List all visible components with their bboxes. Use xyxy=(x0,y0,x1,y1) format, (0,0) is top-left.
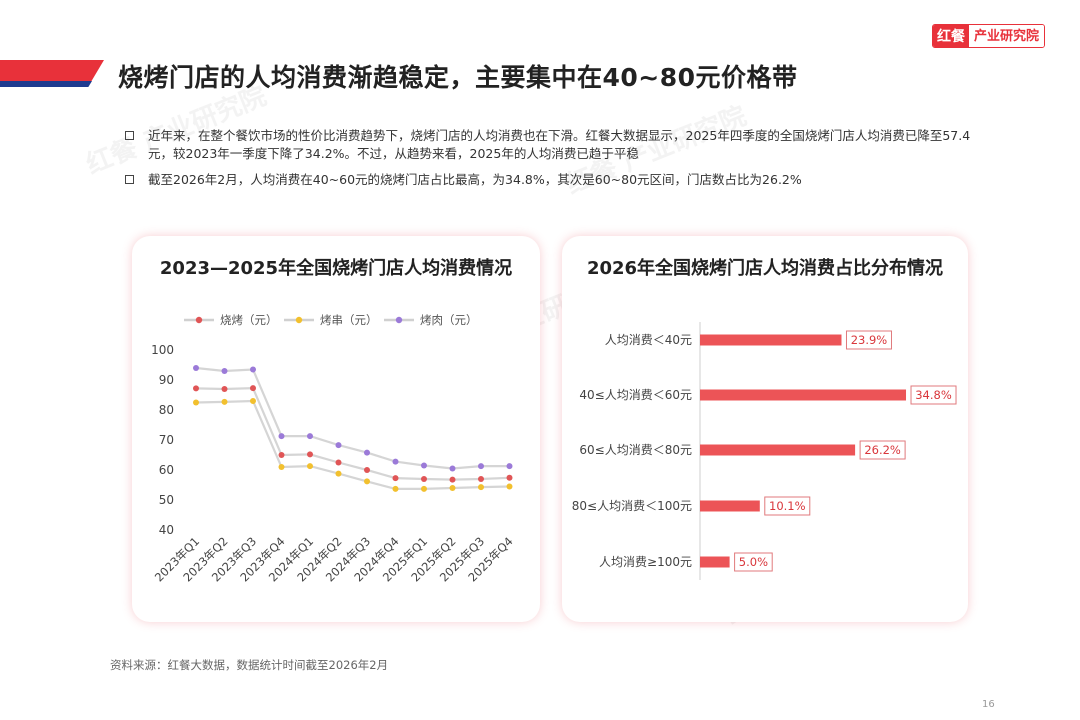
category-label: 60≤人均消费＜80元 xyxy=(579,443,692,457)
data-point xyxy=(364,478,370,485)
page-title: 烧烤门店的人均消费渐趋稳定，主要集中在40~80元价格带 xyxy=(118,63,798,92)
bar xyxy=(700,556,730,568)
data-point xyxy=(278,464,285,470)
bullet-list: 近年来，在整个餐饮市场的性价比消费趋势下，烧烤门店的人均消费也在下滑。红餐大数据… xyxy=(124,127,974,197)
value-label-box xyxy=(859,440,906,460)
legend-label: 烧烤（元） xyxy=(220,313,278,327)
category-label: 40≤人均消费＜60元 xyxy=(579,388,692,402)
bar xyxy=(700,334,842,346)
data-point xyxy=(506,474,513,481)
header-banner-blue xyxy=(0,81,92,87)
data-point xyxy=(421,476,427,482)
legend-label: 烤串（元） xyxy=(320,313,378,327)
bullet-text: 截至2026年2月，人均消费在40~60元的烧烤门店占比最高，为34.8%，其次… xyxy=(148,172,802,187)
category-label: 80≤人均消费＜100元 xyxy=(572,499,692,513)
data-point xyxy=(364,467,370,473)
data-point xyxy=(335,442,342,449)
legend-marker xyxy=(395,316,403,324)
data-point xyxy=(307,433,313,440)
data-point xyxy=(449,465,456,472)
legend-marker xyxy=(195,316,203,324)
data-point xyxy=(449,476,456,483)
logo-text: 产业研究院 xyxy=(969,25,1045,47)
data-point xyxy=(364,449,370,456)
y-tick-label: 90 xyxy=(159,373,174,387)
bar xyxy=(700,444,856,456)
data-point xyxy=(335,470,342,477)
y-tick-label: 70 xyxy=(159,433,174,447)
brand-logo: 红餐 产业研究院 xyxy=(932,24,1046,48)
data-point xyxy=(478,463,484,470)
data-point xyxy=(421,485,427,492)
data-point xyxy=(392,485,399,492)
header-banner-red xyxy=(0,60,104,81)
bar-chart-title: 2026年全国烧烤门店人均消费占比分布情况 xyxy=(586,258,944,279)
value-label: 26.2% xyxy=(864,443,901,457)
bullet-item: 近年来，在整个餐饮市场的性价比消费趋势下，烧烤门店的人均消费也在下滑。红餐大数据… xyxy=(124,127,974,163)
data-point xyxy=(221,386,228,392)
value-label: 23.9% xyxy=(851,333,888,347)
data-point xyxy=(221,398,228,405)
data-point xyxy=(392,458,399,465)
data-point xyxy=(250,398,256,404)
square-bullet-icon xyxy=(125,175,134,184)
data-point xyxy=(250,366,256,373)
value-label: 5.0% xyxy=(739,555,768,569)
series-line xyxy=(195,399,510,490)
value-label: 34.8% xyxy=(915,388,952,402)
bar xyxy=(700,389,907,401)
bar-chart: 人均消费＜40元 23.9% 40≤人均消费＜60元 34.8% 60≤人均消费＜80元… xyxy=(572,322,957,580)
logo-mark: 红餐 xyxy=(933,25,969,47)
data-point xyxy=(307,463,313,470)
y-tick-label: 40 xyxy=(159,523,174,537)
y-tick-label: 80 xyxy=(159,403,174,417)
series-line xyxy=(195,366,510,470)
legend-marker xyxy=(295,316,303,324)
y-tick-label: 60 xyxy=(159,463,174,477)
data-point xyxy=(250,385,256,392)
category-label: 人均消费≥100元 xyxy=(599,555,692,569)
data-point xyxy=(421,462,427,469)
value-label-box xyxy=(845,330,892,350)
data-point xyxy=(478,476,484,482)
data-point xyxy=(449,485,456,491)
data-point xyxy=(335,459,342,466)
data-point xyxy=(506,463,513,470)
series-line xyxy=(195,386,510,481)
data-point xyxy=(478,484,484,491)
data-point xyxy=(221,368,228,374)
data-point xyxy=(278,433,285,440)
data-point xyxy=(307,451,313,458)
data-point xyxy=(193,365,199,371)
category-label: 人均消费＜40元 xyxy=(605,333,692,347)
y-tick-label: 50 xyxy=(159,493,174,507)
bar xyxy=(700,500,760,512)
value-label-box xyxy=(910,385,957,405)
square-bullet-icon xyxy=(125,131,134,140)
data-point xyxy=(506,483,513,490)
value-label: 10.1% xyxy=(769,499,806,513)
bullet-item: 截至2026年2月，人均消费在40~60元的烧烤门店占比最高，为34.8%，其次… xyxy=(124,171,974,189)
data-point xyxy=(392,475,399,482)
data-point xyxy=(278,452,285,458)
line-chart-title: 2023—2025年全国烧烤门店人均消费情况 xyxy=(159,258,513,279)
value-label-box xyxy=(734,552,773,572)
line-chart: 烧烤（元） 烤串（元） 烤肉（元）1009080706050402023年Q1202… xyxy=(151,313,516,585)
legend-label: 烤肉（元） xyxy=(420,313,478,327)
line-chart-panel: 2023—2025年全国烧烤门店人均消费情况 烧烤（元） 烤串（元） 烤肉（元） 10… xyxy=(132,236,540,622)
page-number: 16 xyxy=(982,699,995,710)
data-point xyxy=(193,399,199,406)
data-point xyxy=(193,385,199,392)
bullet-text: 近年来，在整个餐饮市场的性价比消费趋势下，烧烤门店的人均消费也在下滑。红餐大数据… xyxy=(148,128,971,161)
source-note: 资料来源：红餐大数据，数据统计时间截至2026年2月 xyxy=(110,658,389,672)
bar-chart-panel: 2026年全国烧烤门店人均消费占比分布情况 人均消费＜40元 23.9% 40≤人均… xyxy=(562,236,968,622)
y-tick-label: 100 xyxy=(151,343,174,357)
value-label-box xyxy=(764,496,811,516)
